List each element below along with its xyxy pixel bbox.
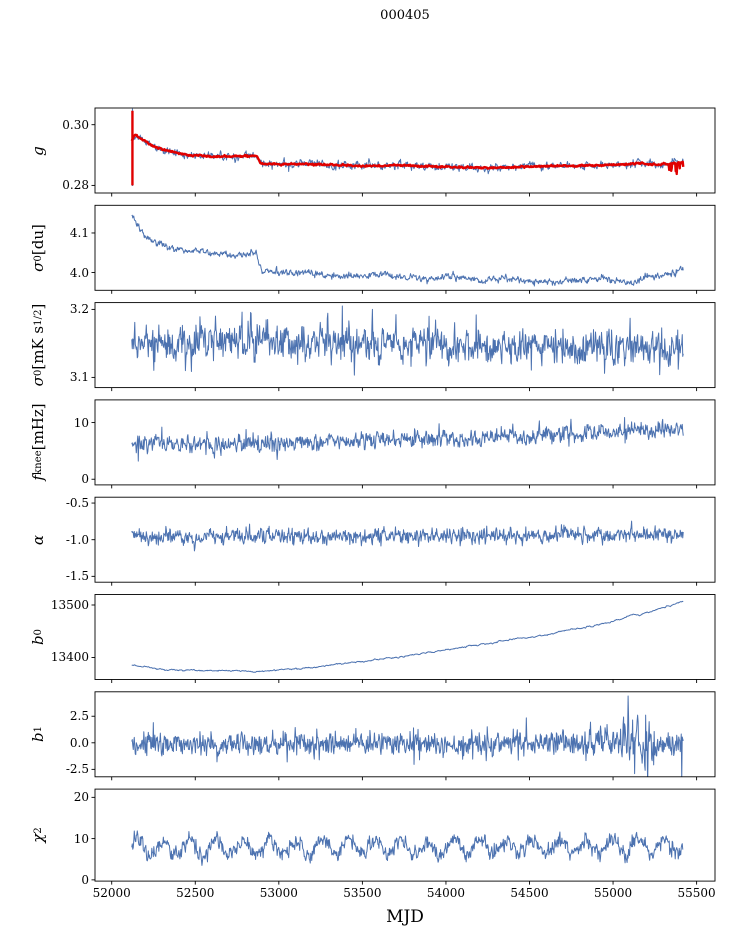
y-tick-label-alpha: -1.5 (65, 569, 89, 584)
y-tick-label-b0: 13400 (50, 650, 89, 665)
y-tick-label-sigma0-mk: 3.1 (69, 370, 89, 385)
x-tick-label: 54500 (510, 886, 549, 901)
y-tick-label-chi2: 0 (81, 872, 89, 887)
y-tick-label-alpha: -0.5 (65, 496, 89, 511)
x-tick-label: 55000 (593, 886, 633, 901)
y-tick-label-alpha: -1.0 (65, 532, 89, 547)
y-tick-label-chi2: 10 (73, 831, 89, 846)
y-tick-label-b0: 13500 (50, 597, 89, 612)
x-tick-label: 53500 (343, 886, 382, 901)
y-tick-label-b1: 0.0 (69, 735, 89, 750)
x-tick-label: 54000 (426, 886, 466, 901)
y-tick-label-sigma0-du: 4.1 (69, 225, 89, 240)
y-tick-label-g: 0.30 (62, 117, 89, 132)
x-tick-label: 53000 (259, 886, 298, 901)
y-tick-label-b1: 2.5 (69, 709, 89, 724)
y-tick-label-b1: -2.5 (65, 762, 89, 777)
y-tick-label-g: 0.28 (62, 178, 89, 193)
y-tick-label-sigma0-mk: 3.2 (69, 302, 89, 317)
x-tick-label: 55500 (677, 886, 716, 901)
y-tick-label-fknee: 0 (81, 472, 89, 487)
figure-title: 000405 (380, 8, 430, 23)
y-tick-label-chi2: 20 (73, 790, 89, 805)
y-tick-label-fknee: 10 (73, 415, 89, 430)
x-axis-label: MJD (386, 907, 424, 927)
y-tick-label-sigma0-du: 4.0 (69, 265, 89, 280)
x-tick-label: 52000 (92, 886, 131, 901)
x-tick-label: 52500 (176, 886, 215, 901)
